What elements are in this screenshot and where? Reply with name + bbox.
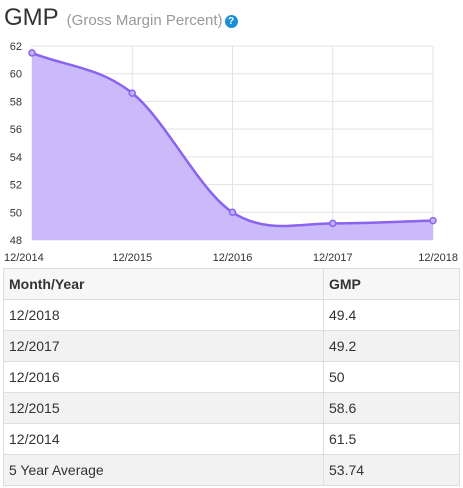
y-tick-label: 48 xyxy=(10,235,22,247)
gmp-value-cell: 49.2 xyxy=(323,330,460,362)
x-tick-label: 12/2014 xyxy=(4,252,44,264)
gmp-data-point xyxy=(228,208,237,217)
gmp-area-fill xyxy=(32,52,433,240)
month-year-cell: 12/2015 xyxy=(3,392,324,424)
x-tick-label: 12/2018 xyxy=(418,252,458,264)
gmp-value-cell: 58.6 xyxy=(323,392,460,424)
x-tick-label: 12/2015 xyxy=(112,252,152,264)
y-tick-label: 62 xyxy=(10,41,22,53)
table-row: 12/2016 50 xyxy=(3,361,460,393)
table-header-row: Month/Year GMP xyxy=(3,268,460,300)
gmp-data-point xyxy=(429,216,437,225)
gmp-value-cell: 49.4 xyxy=(323,299,460,331)
gmp-data-table: Month/Year GMP 12/2018 49.4 12/2017 49.2… xyxy=(3,268,460,486)
table-row: 12/2014 61.5 xyxy=(3,423,460,455)
question-circle-icon[interactable]: ? xyxy=(224,15,238,28)
gmp-data-point xyxy=(128,89,136,97)
chart-header: GMP (Gross Margin Percent) ? xyxy=(4,4,238,36)
y-tick-label: 54 xyxy=(10,152,22,164)
gmp-value-cell: 50 xyxy=(323,361,460,393)
average-value-cell: 53.74 xyxy=(323,454,460,486)
month-year-cell: 12/2017 xyxy=(3,330,324,362)
table-row: 12/2017 49.2 xyxy=(3,330,460,362)
y-tick-label: 58 xyxy=(10,96,22,108)
y-tick-label: 56 xyxy=(10,124,22,136)
y-tick-label: 52 xyxy=(10,180,22,192)
table-row: 12/2015 58.6 xyxy=(3,392,460,424)
average-label-cell: 5 Year Average xyxy=(3,454,324,486)
y-tick-label: 50 xyxy=(10,207,22,219)
table-row-average: 5 Year Average 53.74 xyxy=(3,454,460,486)
gmp-data-point xyxy=(28,49,36,57)
chart-subtitle: (Gross Margin Percent) xyxy=(66,12,223,29)
y-tick-label: 60 xyxy=(10,69,22,81)
column-header-gmp: GMP xyxy=(323,268,460,300)
gmp-data-point xyxy=(329,219,337,228)
gmp-value-cell: 61.5 xyxy=(323,423,460,455)
month-year-cell: 12/2018 xyxy=(3,299,324,331)
gmp-area-chart: 48 50 52 54 56 58 60 62 12/2014 12/2015 12/2016 12/… xyxy=(4,41,458,264)
month-year-cell: 12/2016 xyxy=(3,361,324,393)
month-year-cell: 12/2014 xyxy=(3,423,324,455)
x-tick-label: 12/2016 xyxy=(213,252,253,264)
x-tick-label: 12/2017 xyxy=(313,252,353,264)
table-row: 12/2018 49.4 xyxy=(3,299,460,331)
column-header-month-year: Month/Year xyxy=(3,268,324,300)
chart-title: GMP xyxy=(4,4,59,31)
